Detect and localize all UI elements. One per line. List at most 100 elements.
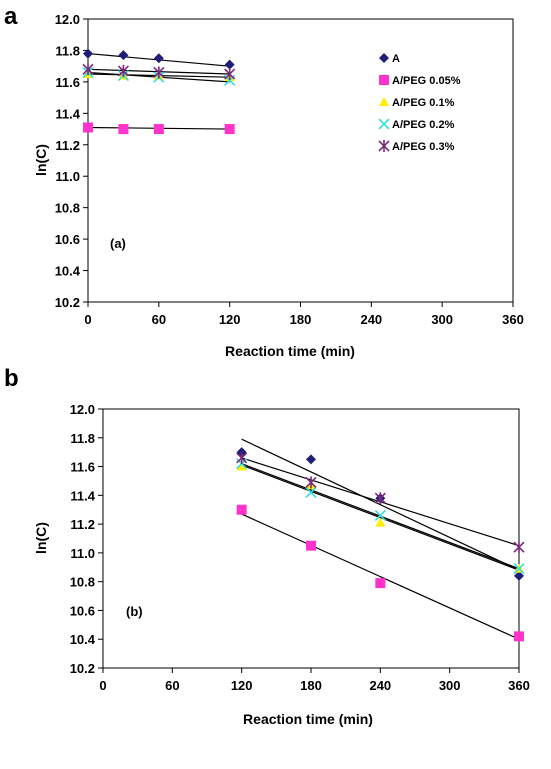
legend-marker-glyph [378, 140, 390, 152]
x-tick-label: 360 [508, 678, 530, 693]
legend-label-a: A [392, 53, 400, 65]
point-a [83, 48, 93, 59]
point-a-peg-0-05 [118, 124, 129, 135]
legend-marker-a-peg-0-05 [379, 75, 389, 85]
y-tick-label: 11.0 [55, 169, 80, 184]
legend-marker-a-peg-0-2 [378, 118, 390, 130]
y-tick-label: 11.4 [55, 106, 80, 121]
x-tick-label: 120 [231, 678, 253, 693]
x-tick-label: 180 [300, 678, 322, 693]
point-a [153, 53, 164, 64]
y-tick-label: 11.2 [70, 517, 95, 532]
fit-line-series-2 [241, 513, 520, 640]
y-ticks-a: 10.2 10.4 10.6 10.8 11.0 11.2 11.4 11.6 11.8 12.0 [55, 12, 88, 310]
y-tick-label: 10.6 [70, 603, 95, 618]
point-a-peg-0-3 [82, 63, 94, 76]
x-tick-label: 60 [165, 678, 179, 693]
x-tick-label: 240 [369, 678, 391, 693]
y-tick-label: 11.6 [70, 460, 95, 475]
x-tick-label: 0 [99, 678, 106, 693]
legend-marker-glyph [379, 75, 389, 85]
legend-marker-glyph [379, 97, 389, 106]
legend-marker-a [379, 53, 389, 63]
point-a-peg-0-3 [153, 66, 165, 79]
point-series-3 [375, 517, 386, 527]
y-tick-label: 10.4 [70, 632, 96, 647]
point-a-peg-0-3 [224, 68, 236, 81]
y-tick-label: 10.2 [70, 661, 95, 676]
point-series-2 [306, 540, 316, 551]
y-tick-label: 11.6 [55, 75, 80, 90]
x-ticks-b: 0 60 120 180 240 300 360 [99, 668, 530, 693]
point-series-5 [374, 492, 386, 505]
fit-lines-b [241, 438, 520, 640]
point-series-2 [375, 578, 386, 589]
point-series-5 [236, 451, 248, 464]
x-tick-label: 360 [502, 312, 524, 327]
legend-marker-a-peg-0-1 [379, 97, 389, 106]
point-series-5 [305, 476, 317, 489]
x-tick-label: 120 [219, 312, 241, 327]
y-tick-label: 12.0 [55, 12, 80, 27]
y-tick-label: 11.8 [55, 43, 80, 58]
panel-letter-a: a [4, 3, 18, 30]
y-tick-label: 10.4 [55, 264, 81, 279]
plot-area-a [87, 18, 514, 303]
fit-line-series-1 [241, 438, 520, 571]
point-series-4 [305, 486, 317, 499]
point-a [118, 50, 129, 61]
point-a [224, 59, 235, 70]
legend-item-a: A [379, 53, 400, 65]
legend-marker-glyph [379, 53, 389, 63]
x-tick-label: 0 [84, 312, 91, 327]
legend-label-a-peg-0-05: A/PEG 0.05% [392, 75, 461, 87]
fit-lines-a [87, 52, 230, 130]
legend-item-a-peg-0-05: A/PEG 0.05% [379, 75, 461, 87]
y-tick-label: 10.8 [70, 575, 95, 590]
y-tick-label: 11.0 [70, 546, 95, 561]
x-axis-title-b: Reaction time (min) [243, 711, 373, 727]
legend-a: A A/PEG 0.05% A/PEG 0.1% A/PEG 0.2% A/PE… [378, 53, 461, 153]
panel-tag-a: (a) [110, 236, 126, 251]
x-tick-label: 300 [439, 678, 461, 693]
panel-letter-b: b [4, 365, 19, 392]
legend-label-a-peg-0-1: A/PEG 0.1% [392, 97, 455, 109]
legend-label-a-peg-0-2: A/PEG 0.2% [392, 119, 455, 131]
point-a-peg-0-05 [83, 122, 93, 133]
x-tick-label: 180 [290, 312, 312, 327]
x-tick-label: 300 [431, 312, 453, 327]
legend-label-a-peg-0-3: A/PEG 0.3% [392, 141, 455, 153]
y-tick-label: 10.8 [55, 201, 80, 216]
point-series-1 [306, 454, 316, 465]
y-tick-label: 11.4 [70, 488, 95, 503]
panel-b: b 10.2 10.4 10.6 10.8 11.0 11.2 11.4 11.6 11.8 12… [4, 365, 530, 727]
y-tick-label: 12.0 [70, 402, 95, 417]
legend-item-a-peg-0-2: A/PEG 0.2% [378, 118, 455, 131]
y-tick-label: 10.2 [55, 295, 80, 310]
plot-area-b [102, 408, 520, 669]
y-tick-label: 10.6 [55, 232, 80, 247]
point-a-peg-0-05 [153, 124, 164, 135]
y-tick-label: 11.2 [55, 138, 80, 153]
x-ticks-a: 0 60 120 180 240 300 360 [84, 302, 524, 327]
legend-marker-a-peg-0-3 [378, 140, 390, 152]
point-series-5 [513, 541, 525, 554]
point-a-peg-0-3 [117, 64, 129, 77]
markers-b [236, 447, 525, 642]
legend-item-a-peg-0-3: A/PEG 0.3% [378, 140, 455, 153]
fit-line-series-3 [241, 464, 520, 571]
panel-tag-b: (b) [126, 604, 143, 619]
y-axis-title-a: ln(C) [33, 144, 49, 176]
y-tick-label: 11.8 [70, 431, 95, 446]
point-series-2 [236, 504, 247, 515]
y-axis-title-b: ln(C) [33, 522, 49, 554]
point-a-peg-0-05 [224, 124, 235, 135]
point-series-1 [514, 570, 524, 581]
y-ticks-b: 10.2 10.4 10.6 10.8 11.0 11.2 11.4 11.6 11.8 12.0 [70, 402, 103, 676]
markers-a [82, 48, 236, 135]
x-axis-title-a: Reaction time (min) [225, 343, 355, 359]
point-series-2 [514, 631, 524, 642]
x-tick-label: 240 [360, 312, 382, 327]
legend-marker-glyph [378, 118, 390, 130]
